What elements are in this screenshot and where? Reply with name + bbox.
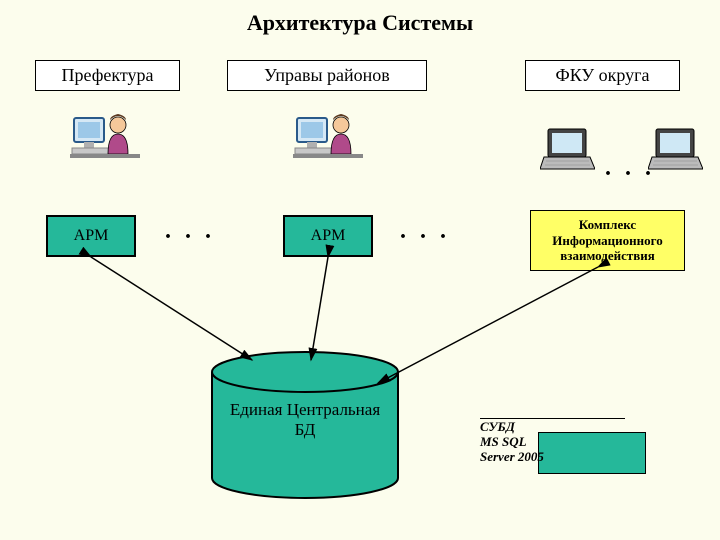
ellipsis: . . . [605, 155, 655, 182]
workstation-icon [70, 110, 140, 170]
arm-node-center: АРМ [283, 215, 373, 257]
arm-node-left: АРМ [46, 215, 136, 257]
dbms-label: СУБД MS SQL Server 2005 [480, 420, 544, 465]
ellipsis: . . . [165, 218, 215, 245]
laptop-icon [648, 125, 703, 175]
diagram-title: Архитектура Системы [0, 10, 720, 36]
workstation-icon [293, 110, 363, 170]
header-districts: Управы районов [227, 60, 427, 91]
laptop-icon [540, 125, 595, 175]
header-fku: ФКУ округа [525, 60, 680, 91]
complex-box: Комплекс Информационного взаимодействия [530, 210, 685, 271]
dbms-box [538, 432, 646, 474]
header-prefecture: Префектура [35, 60, 180, 91]
database-label: Единая Центральная БД [210, 400, 400, 440]
ellipsis: . . . [400, 218, 450, 245]
